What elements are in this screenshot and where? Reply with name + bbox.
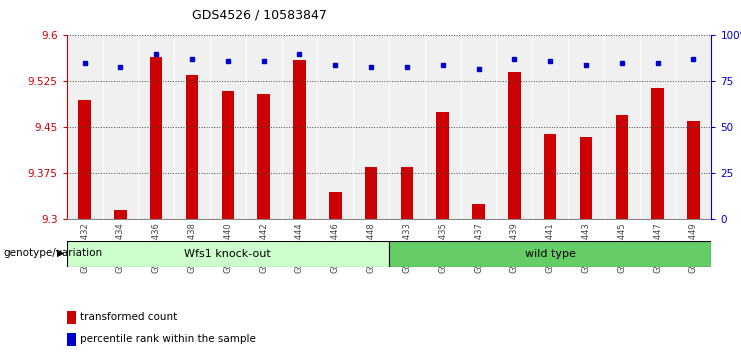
Text: transformed count: transformed count [80,312,177,322]
Bar [186,75,199,219]
Bar [114,210,127,219]
Bar [616,115,628,219]
Bar [508,72,521,219]
Bar [222,91,234,219]
Bar [436,112,449,219]
Text: wild type: wild type [525,249,576,259]
Bar [544,133,556,219]
Bar [293,60,306,219]
Bar [257,94,270,219]
Bar [472,204,485,219]
Text: ▶: ▶ [57,248,64,258]
Bar [401,167,413,219]
Bar [329,192,342,219]
Text: percentile rank within the sample: percentile rank within the sample [80,335,256,344]
Bar [579,137,592,219]
Bar [67,311,76,324]
Text: Wfs1 knock-out: Wfs1 knock-out [185,249,271,259]
Bar [389,241,711,267]
Bar [67,333,76,346]
Bar [79,100,91,219]
Bar [150,57,162,219]
Text: genotype/variation: genotype/variation [4,248,103,258]
Bar [687,121,700,219]
Bar [365,167,377,219]
Bar [651,87,664,219]
Text: GDS4526 / 10583847: GDS4526 / 10583847 [192,9,327,22]
Bar [67,241,389,267]
